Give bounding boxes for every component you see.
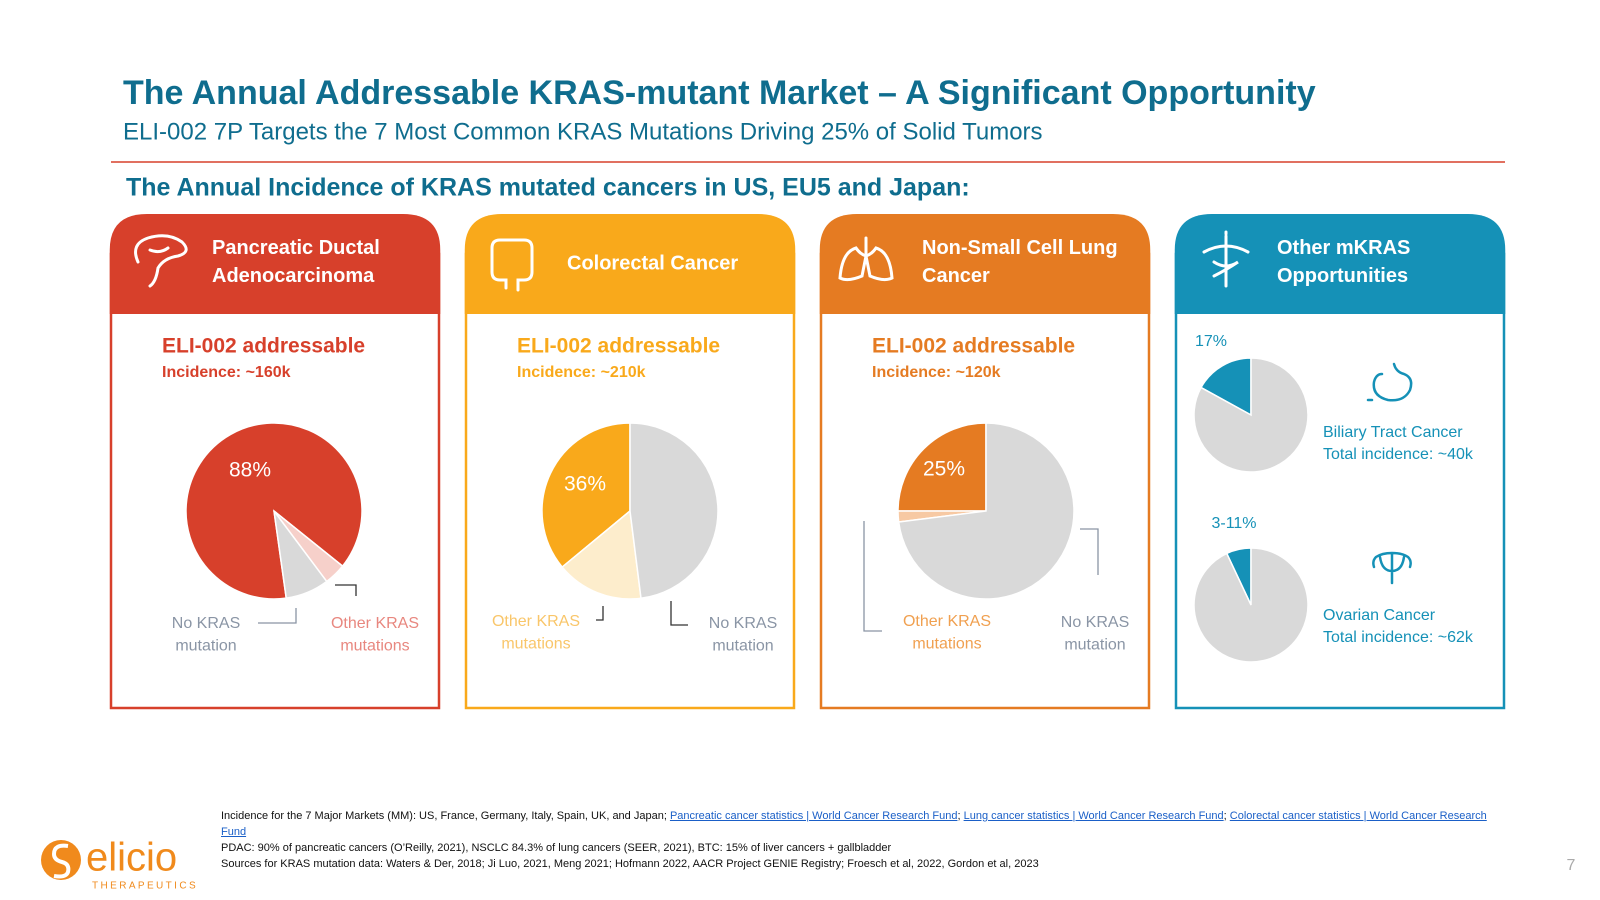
card-header <box>819 214 1151 314</box>
leader-line <box>258 608 297 624</box>
pie-slice <box>1200 357 1252 417</box>
category-label: No KRAS mutation <box>709 615 777 654</box>
pie-slice <box>561 509 642 600</box>
pie-slice <box>1193 547 1309 663</box>
section-heading: The Annual Incidence of KRAS mutated can… <box>126 174 970 202</box>
pie-slice <box>541 422 631 569</box>
logo-name: elicio <box>86 836 177 880</box>
footnote-link[interactable]: Colorectal cancer statistics | World Can… <box>221 810 1487 838</box>
card-title: Other mKRAS Opportunities <box>1277 237 1410 287</box>
card-title: Colorectal Cancer <box>567 252 738 274</box>
pies <box>185 357 1309 663</box>
chart-title: ELI-002 addressable <box>162 335 365 358</box>
card-header <box>1174 214 1506 314</box>
logo-tagline: THERAPEUTICS <box>92 881 198 892</box>
footnote-text: ; <box>1223 810 1230 822</box>
colon-icon <box>490 238 534 292</box>
pancreas-icon <box>134 234 188 288</box>
chart-subtitle: Incidence: ~120k <box>872 364 1001 381</box>
footnote-link[interactable]: Pancreatic cancer statistics | World Can… <box>669 810 958 822</box>
logo: elicio THERAPEUTICS <box>41 836 198 892</box>
chart-title: Ovarian Cancer <box>1323 607 1436 624</box>
value-label: 3-11% <box>1211 515 1256 532</box>
caduceus-icon <box>1202 230 1250 288</box>
lungs-icon <box>838 236 894 282</box>
value-label: 25% <box>923 458 965 481</box>
chart-title: ELI-002 addressable <box>872 335 1075 358</box>
value-label: 36% <box>564 473 606 496</box>
page-number: 7 <box>1567 857 1576 874</box>
chart-title: Biliary Tract Cancer <box>1323 424 1463 441</box>
leader-lines <box>258 521 1099 632</box>
uterus-icon <box>1372 551 1412 585</box>
pie-slice <box>273 510 328 599</box>
stomach-icon <box>1366 362 1413 402</box>
title: The Annual Addressable KRAS-mutant Marke… <box>123 74 1316 112</box>
category-label: Other KRAS mutations <box>331 615 419 654</box>
category-label: Other KRAS mutations <box>492 613 580 652</box>
footnote-link[interactable]: Lung cancer statistics | World Cancer Re… <box>963 810 1224 822</box>
leader-line <box>596 606 604 621</box>
value-label: 88% <box>229 459 271 482</box>
footnote-text: Incidence for the 7 Major Markets (MM): … <box>221 810 670 822</box>
pie-slice <box>1193 357 1309 473</box>
icons <box>134 230 1250 292</box>
footnote: PDAC: 90% of pancreatic cancers (O’Reill… <box>221 842 892 854</box>
category-label: Other KRAS mutations <box>903 613 991 652</box>
footnote-text: ; <box>957 810 964 822</box>
organ-icons <box>1366 362 1413 585</box>
pie-slice <box>897 422 987 512</box>
cards <box>109 214 1506 710</box>
value-label: 17% <box>1195 333 1227 350</box>
pie-slice <box>897 422 1075 600</box>
chart-subtitle: Total incidence: ~62k <box>1323 629 1474 646</box>
subtitle: ELI-002 7P Targets the 7 Most Common KRA… <box>123 118 1043 145</box>
chart-title: ELI-002 addressable <box>517 335 720 358</box>
pie-slice <box>629 422 719 600</box>
chart-subtitle: Incidence: ~160k <box>162 364 291 381</box>
leader-line <box>863 521 882 632</box>
footnote: Sources for KRAS mutation data: Waters &… <box>221 858 1039 870</box>
category-label: No KRAS mutation <box>172 615 240 654</box>
card-header <box>464 214 796 314</box>
card-title: Pancreatic Ductal Adenocarcinoma <box>212 237 380 287</box>
leader-line <box>335 584 357 596</box>
chart-subtitle: Total incidence: ~40k <box>1323 446 1474 463</box>
card-header <box>109 214 441 314</box>
footnotes: Incidence for the 7 Major Markets (MM): … <box>221 808 1501 872</box>
chart-subtitle: Incidence: ~210k <box>517 364 646 381</box>
leader-line <box>1080 528 1099 575</box>
logo-swirl <box>51 843 71 879</box>
category-label: No KRAS mutation <box>1061 614 1129 653</box>
leader-line <box>670 601 688 626</box>
card-title: Non-Small Cell Lung Cancer <box>922 237 1118 287</box>
footnote: Incidence for the 7 Major Markets (MM): … <box>221 808 1501 840</box>
